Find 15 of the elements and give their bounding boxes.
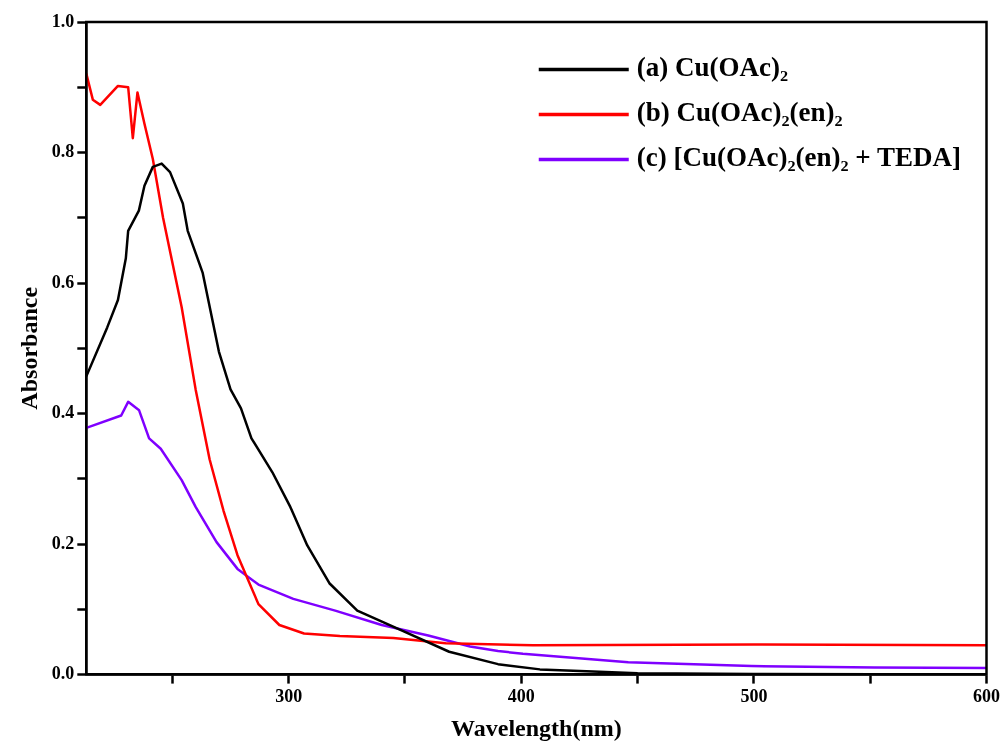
y-tick-label: 0.0	[51, 663, 75, 684]
x-tick-label: 300	[275, 686, 303, 707]
x-tick-label: 500	[740, 686, 768, 707]
legend-label: (b) Cu(OAc)₂(en)₂	[636, 97, 843, 128]
legend-label: (a) Cu(OAc)₂	[636, 52, 789, 83]
y-tick-label: 0.4	[51, 402, 75, 423]
y-axis-title: Absorbance	[15, 286, 42, 410]
y-tick-label: 1.0	[51, 10, 75, 31]
y-tick-label: 0.2	[51, 532, 75, 553]
legend-label: (c) [Cu(OAc)₂(en)₂ + TEDA]	[636, 142, 962, 173]
x-axis-title: Wavelength(nm)	[451, 714, 622, 741]
x-tick-label: 600	[973, 686, 1000, 707]
x-tick-label: 400	[507, 686, 535, 707]
y-tick-label: 0.8	[51, 141, 75, 162]
y-tick-label: 0.6	[51, 271, 75, 292]
